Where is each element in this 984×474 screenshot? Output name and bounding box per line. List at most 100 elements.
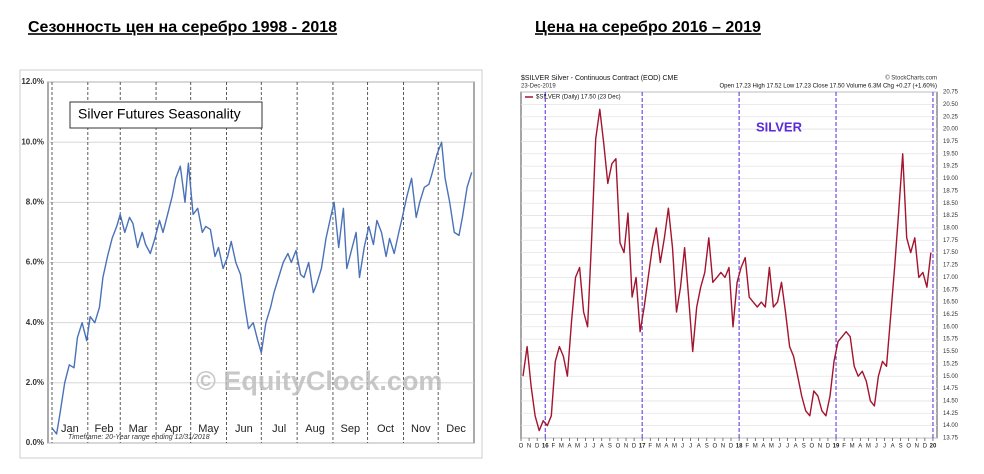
x-tick-label: N <box>721 444 725 450</box>
y-tick-label: 19.25 <box>943 164 959 170</box>
x-tick-label: F <box>842 444 846 450</box>
x-tick-label: Jun <box>235 423 253 435</box>
x-tick-label: J <box>689 444 692 450</box>
x-tick-label: Aug <box>305 423 325 435</box>
x-tick-label: S <box>608 444 612 450</box>
y-tick-label: 19.00 <box>943 176 959 182</box>
y-tick-label: 13.75 <box>943 436 959 442</box>
x-tick-label: F <box>745 444 749 450</box>
x-tick-label: F <box>648 444 652 450</box>
y-tick-label: 15.25 <box>943 361 959 367</box>
watermark: © EquityClock.com <box>196 366 442 396</box>
x-tick-label: J <box>883 444 886 450</box>
left-chart: 0.0% 2.0% 4.0% 6.0% 8.0% 10.0% 12.0% Jan Feb Mar A… <box>21 77 474 447</box>
x-tick-label: A <box>600 444 604 450</box>
x-tick-label: Jul <box>272 423 286 435</box>
y-tick-label: 6.0% <box>26 258 44 267</box>
x-tick-label: Nov <box>411 423 431 435</box>
y-tick-label: 16.75 <box>943 287 959 293</box>
chart-title: Сезонность цен на серебро 1998 - 2018 <box>28 19 337 36</box>
x-tick-label: M <box>656 444 661 450</box>
y-tick-label: 19.50 <box>943 151 959 157</box>
x-tick-label: D <box>729 444 734 450</box>
x-tick-label: S <box>705 444 709 450</box>
x-tick-label: J <box>786 444 789 450</box>
x-tick-label: Dec <box>446 423 466 435</box>
x-tick-label: M <box>753 444 758 450</box>
timeframe-note: Timeframe: 20-Year range ending 12/31/20… <box>68 434 210 441</box>
chart-label: Silver Futures Seasonality <box>78 106 241 122</box>
x-tick-label: N <box>818 444 822 450</box>
legend-entry: $SILVER (Daily) 17.50 (23 Dec) <box>536 95 621 101</box>
x-tick-label: N <box>624 444 628 450</box>
x-tick-label: M <box>672 444 677 450</box>
x-tick-label: Feb <box>95 423 114 435</box>
x-tick-label: O <box>713 444 718 450</box>
y-tick-label: 10.0% <box>21 137 44 146</box>
x-tick-label: N <box>527 444 531 450</box>
x-tick-label: S <box>899 444 903 450</box>
y-tick-label: 15.75 <box>943 337 959 343</box>
x-tick-label: D <box>632 444 637 450</box>
x-tick-label: Sep <box>341 423 361 435</box>
x-tick-label: J <box>592 444 595 450</box>
y-tick-label: 4.0% <box>26 318 44 327</box>
y-tick-label: 14.00 <box>943 423 959 429</box>
y-tick-label: 8.0% <box>26 197 44 206</box>
x-tick-label: Apr <box>165 423 182 435</box>
x-tick-label: 18 <box>736 444 743 450</box>
y-tick-label: 20.25 <box>943 114 959 120</box>
x-tick-label: 16 <box>542 444 549 450</box>
x-tick-label: J <box>875 444 878 450</box>
x-tick-label: J <box>778 444 781 450</box>
x-tick-label: J <box>584 444 587 450</box>
x-tick-label: Oct <box>377 423 394 435</box>
y-tick-label: 15.00 <box>943 374 959 380</box>
y-tick-label: 20.00 <box>943 127 959 133</box>
x-tick-label: M <box>575 444 580 450</box>
copyright: © StockCharts.com <box>885 75 937 82</box>
y-tick-label: 17.25 <box>943 263 959 269</box>
data-line <box>51 141 473 435</box>
x-tick-label: O <box>616 444 621 450</box>
y-tick-label: 16.00 <box>943 324 959 330</box>
x-tick-label: A <box>858 444 862 450</box>
x-tick-label: D <box>826 444 831 450</box>
x-tick-label: A <box>794 444 798 450</box>
x-tick-label: N <box>915 444 919 450</box>
x-tick-label: M <box>769 444 774 450</box>
y-tick-label: 14.25 <box>943 411 959 417</box>
left-panel <box>19 69 483 459</box>
symbol-header: $SILVER Silver - Continuous Contract (EO… <box>521 75 678 82</box>
y-tick-label: 18.25 <box>943 213 959 219</box>
quote: Open 17.23 High 17.52 Low 17.23 Close 17… <box>720 84 937 90</box>
x-tick-label: D <box>923 444 928 450</box>
x-tick-label: O <box>809 444 814 450</box>
x-tick-label: A <box>697 444 701 450</box>
chart-title: Цена на серебро 2016 – 2019 <box>535 19 761 36</box>
x-tick-label: F <box>551 444 555 450</box>
x-tick-label: A <box>664 444 668 450</box>
x-tick-label: Jan <box>61 423 79 435</box>
right-chart: 13.75 14.00 14.25 14.50 14.75 15.00 15.25 15.50… <box>519 90 959 450</box>
y-tick-label: 18.75 <box>943 188 959 194</box>
x-tick-label: A <box>761 444 765 450</box>
x-tick-label: O <box>519 444 524 450</box>
x-tick-label: D <box>535 444 540 450</box>
x-tick-label: A <box>891 444 895 450</box>
x-tick-label: 17 <box>639 444 646 450</box>
x-tick-label: S <box>802 444 806 450</box>
annotation: SILVER <box>756 119 803 134</box>
x-tick-label: O <box>906 444 911 450</box>
y-tick-label: 16.50 <box>943 300 959 306</box>
x-tick-label: 20 <box>930 444 937 450</box>
x-tick-label: Mar <box>129 423 148 435</box>
data-line <box>522 108 932 432</box>
y-tick-label: 15.50 <box>943 349 959 355</box>
y-tick-label: 17.00 <box>943 275 959 281</box>
x-tick-label: M <box>866 444 871 450</box>
y-tick-label: 19.75 <box>943 139 959 145</box>
y-tick-label: 17.75 <box>943 238 959 244</box>
y-tick-label: 14.75 <box>943 386 959 392</box>
